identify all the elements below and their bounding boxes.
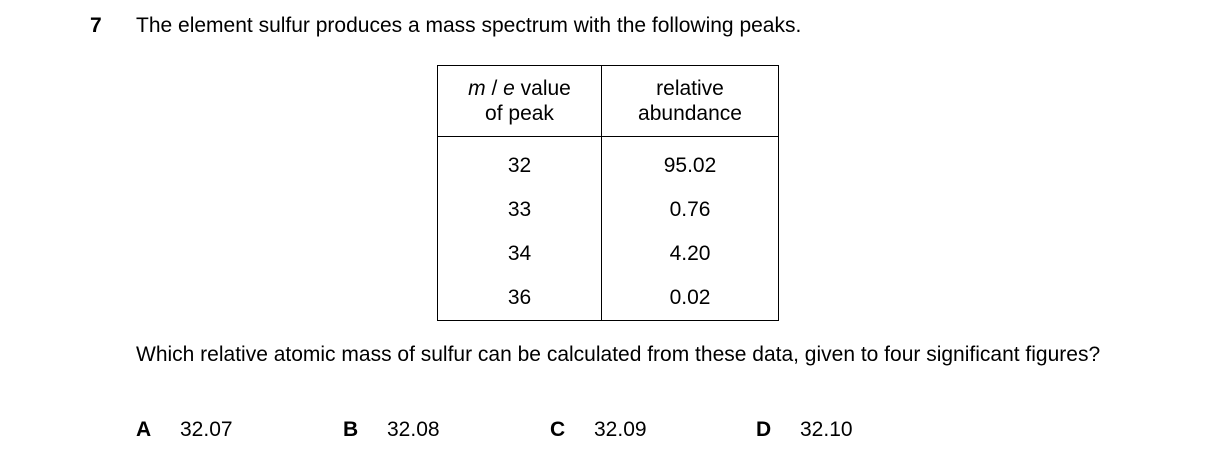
header-slash: / [485, 77, 504, 100]
mz-cell: 34 [437, 232, 602, 276]
question-prompt: Which relative atomic mass of sulfur can… [136, 343, 1101, 366]
option-a[interactable]: A 32.07 [136, 418, 233, 442]
mz-cell: 32 [437, 136, 602, 188]
option-c[interactable]: C 32.09 [550, 418, 647, 442]
abundance-cell: 0.76 [601, 188, 779, 232]
header-abundance-line2: abundance [638, 102, 742, 125]
option-a-value: 32.07 [180, 418, 233, 441]
option-d-value: 32.10 [800, 418, 853, 441]
header-mz-line2: of peak [485, 102, 554, 125]
option-b-letter: B [343, 418, 359, 441]
option-d-letter: D [756, 418, 772, 441]
abundance-cell: 4.20 [601, 232, 779, 276]
option-c-value: 32.09 [594, 418, 647, 441]
table-row: 34 4.20 [437, 232, 779, 276]
abundance-cell: 0.02 [601, 276, 779, 321]
table-header-row: m / e value of peak relative abundance [437, 65, 779, 137]
table-row: 33 0.76 [437, 188, 779, 232]
header-abundance-line1: relative [656, 77, 724, 100]
header-mz-value: m / e value of peak [437, 65, 602, 137]
mass-spectrum-table: m / e value of peak relative abundance 3… [437, 65, 779, 321]
question-number: 7 [90, 14, 102, 37]
question-stem: The element sulfur produces a mass spect… [136, 14, 802, 37]
option-b-value: 32.08 [387, 418, 440, 441]
option-a-letter: A [136, 418, 152, 441]
option-b[interactable]: B 32.08 [343, 418, 440, 442]
header-mz-line1: m / e value [438, 76, 601, 101]
mz-cell: 36 [437, 276, 602, 321]
option-c-letter: C [550, 418, 566, 441]
header-value-word: value [514, 77, 571, 100]
table-row: 36 0.02 [437, 276, 779, 321]
table-row: 32 95.02 [437, 136, 779, 188]
header-relative-abundance: relative abundance [601, 65, 779, 137]
header-m: m [468, 77, 486, 100]
mz-cell: 33 [437, 188, 602, 232]
abundance-cell: 95.02 [601, 136, 779, 188]
header-e: e [503, 77, 515, 100]
option-d[interactable]: D 32.10 [756, 418, 853, 442]
